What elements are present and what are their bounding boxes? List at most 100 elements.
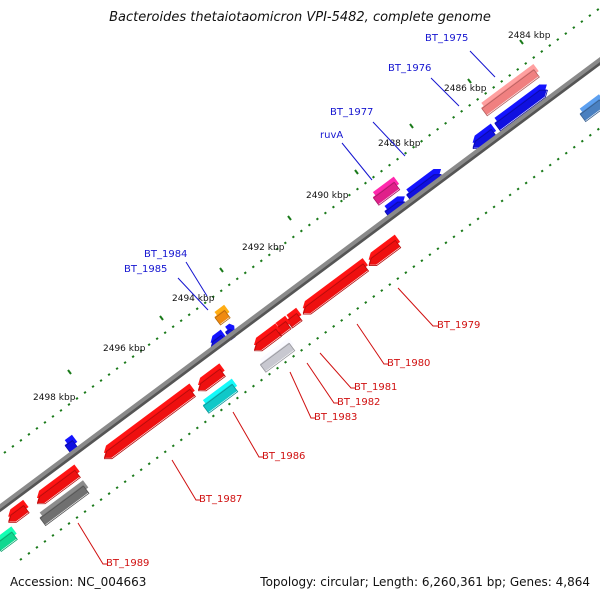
tick-mark-upper (524, 62, 528, 65)
tick-mark-lower (540, 169, 544, 173)
length-sep: ; (501, 575, 507, 589)
gene-BT_1987-edge (103, 388, 196, 460)
tick-mark-lower (107, 492, 111, 496)
tick-mark-lower (284, 360, 288, 364)
tick-mark-lower (67, 522, 71, 525)
leader-forward (185, 261, 208, 297)
tick-mark-lower (276, 366, 279, 370)
scale-label: 2494 kbp (172, 294, 215, 304)
gene-BT_1976-face (494, 89, 547, 131)
scale-ticks (3, 8, 600, 561)
tick-mark-upper (91, 385, 95, 388)
tick-mark-upper (43, 420, 47, 424)
tick-mark-lower (59, 528, 63, 531)
gene-edge-steel-edge (579, 99, 600, 123)
tick-mark-upper (460, 109, 464, 113)
tick-mark-lower (171, 444, 175, 448)
tick-mark-upper (155, 337, 159, 341)
tick-mark-upper (11, 444, 15, 448)
tick-mark-lower (131, 474, 135, 478)
tick-mark-lower (43, 539, 47, 543)
gene-BT_1989-face (39, 485, 89, 525)
tick-mark-upper (564, 32, 568, 36)
tick-mark-lower (596, 127, 600, 131)
tick-mark-upper (420, 139, 424, 143)
tick-mark-upper (331, 205, 335, 209)
gene-BT_1989 (39, 480, 90, 527)
gene-label-reverse: BT_1983 (314, 412, 357, 423)
tick-mark-upper (195, 307, 199, 311)
map-title: Bacteroides thetaiotaomicron VPI-5482, c… (109, 10, 491, 25)
tick-mark-lower (324, 330, 328, 334)
gene-label-forward: BT_1977 (330, 107, 373, 118)
major-tick (159, 315, 164, 321)
gene-label-forward: BT_1976 (388, 63, 431, 74)
genome-backbone (0, 56, 600, 513)
gene-BT_1986 (202, 378, 239, 414)
tick-mark-lower (35, 545, 39, 549)
leader-reverse (77, 522, 107, 565)
gene-BT_1988-face (36, 469, 80, 503)
gene-BT_1983-face (259, 342, 295, 372)
tick-mark-upper (19, 438, 23, 442)
gene-BT_1980-face (302, 263, 368, 314)
tick-mark-lower (436, 247, 440, 251)
tick-mark-lower (99, 498, 103, 502)
gene-BT_1977-face (472, 128, 497, 148)
tick-mark-lower (396, 277, 400, 281)
gene-BT_1975-face (481, 68, 539, 116)
tick-mark-lower (147, 462, 151, 466)
tick-mark-lower (484, 211, 488, 215)
leader-reverse (306, 362, 338, 404)
tick-mark-upper (404, 151, 408, 155)
gene-BT_1981-edge (286, 313, 303, 329)
major-tick (409, 123, 414, 129)
tick-mark-upper (235, 277, 239, 281)
tick-mark-lower (27, 551, 31, 555)
tick-mark-upper (275, 247, 279, 251)
tick-mark-upper (371, 175, 375, 179)
gene-BT_1978-face (406, 174, 442, 202)
tick-mark-upper (203, 301, 207, 305)
gene-green-edge (0, 526, 18, 552)
leader-reverse (356, 323, 388, 365)
gene-BT_1979 (368, 234, 402, 266)
tick-mark-upper (588, 14, 592, 18)
tick-mark-upper (115, 367, 119, 371)
tick-mark-upper (299, 229, 303, 233)
gene-BT_1985c (197, 363, 226, 392)
tick-mark-lower (203, 420, 207, 424)
gene-BT_1986-edge (202, 383, 239, 414)
tick-mark-upper (315, 217, 319, 221)
tick-mark-upper (436, 127, 440, 131)
tick-mark-upper (572, 26, 576, 30)
tick-mark-lower (548, 163, 552, 167)
major-tick (467, 78, 472, 84)
scale-label: 2488 kbp (378, 139, 421, 149)
tick-mark-upper (444, 121, 448, 125)
leader-reverse (232, 411, 263, 458)
tick-mark-upper (307, 223, 311, 227)
accession-label: Accession: (10, 575, 74, 589)
gene-BT_1984-edge (214, 310, 231, 326)
gene-label-reverse: BT_1979 (437, 320, 480, 331)
gene-features (0, 63, 600, 552)
tick-mark-lower (187, 432, 191, 436)
gene-BT_1976-edge (494, 89, 548, 132)
tick-mark-upper (516, 67, 520, 71)
gene-ruvA (372, 176, 401, 206)
tick-mark-lower (492, 205, 496, 209)
tick-mark-upper (171, 325, 175, 329)
gene-label-reverse: BT_1981 (354, 382, 397, 393)
length-value: 6,260,361 bp (421, 575, 502, 589)
tick-mark-upper (412, 145, 416, 149)
gene-BT_1988 (36, 464, 81, 505)
tick-mark-upper (476, 97, 480, 101)
tick-mark-lower (51, 533, 55, 537)
scale-label: 2498 kbp (33, 393, 76, 403)
gene-green-edge-face (0, 531, 17, 551)
genes-label: Genes: (509, 575, 552, 589)
gene-label-reverse: BT_1982 (337, 397, 380, 408)
tick-mark-lower (364, 301, 368, 304)
tick-mark-lower (452, 235, 456, 239)
